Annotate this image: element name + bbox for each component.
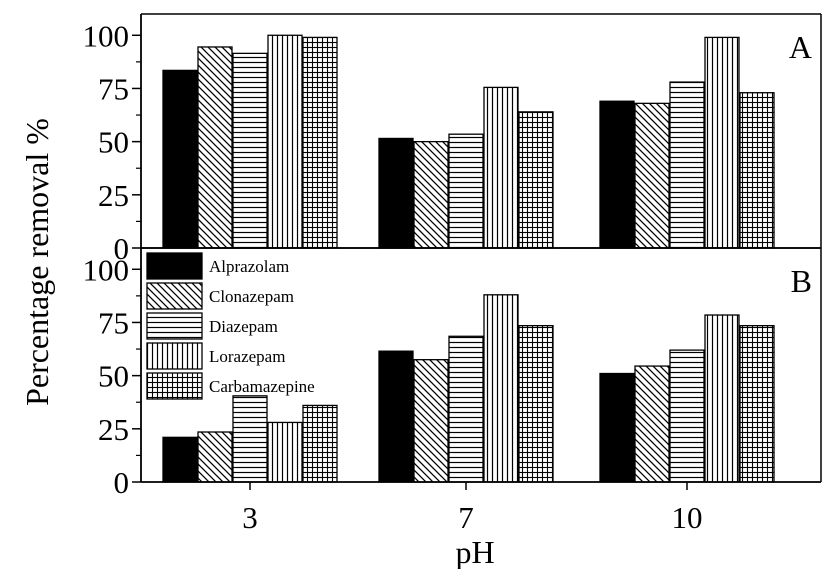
bar-clonazepam-ph-7-panel-a xyxy=(413,140,449,249)
bar-carbamazepine-ph-7-panel-b xyxy=(518,324,554,483)
bar-clonazepam-ph-3-panel-a xyxy=(197,46,233,249)
legend-label: Carbamazepine xyxy=(209,377,315,396)
legend-swatch xyxy=(146,282,203,310)
bar-alprazolam-ph-3-panel-a xyxy=(162,69,198,249)
panels-layer: 0 25 50 75 100 A 0 25 50 75 100 B 3 7 10 xyxy=(83,13,822,535)
bar-clonazepam-ph-10-panel-b xyxy=(634,365,670,483)
bar-alprazolam-ph-7-panel-b xyxy=(378,350,414,483)
y-tick-label: 0 xyxy=(114,231,130,266)
bar-clonazepam-ph-3-panel-b xyxy=(197,431,233,483)
bar-alprazolam-ph-3-panel-b xyxy=(162,436,198,483)
y-tick-label: 0 xyxy=(114,465,130,500)
bar-lorazepam-ph-3-panel-b xyxy=(267,421,303,483)
bar-carbamazepine-ph-3-panel-a xyxy=(302,36,338,249)
y-tick-label: 75 xyxy=(98,305,129,340)
legend-item-alprazolam: Alprazolam xyxy=(146,252,289,280)
bar-lorazepam-ph-3-panel-a xyxy=(267,34,303,249)
bar-diazepam-ph-7-panel-a xyxy=(448,133,484,249)
bar-carbamazepine-ph-10-panel-a xyxy=(739,92,775,249)
bar-clonazepam-ph-7-panel-b xyxy=(413,359,449,483)
y-tick-label: 50 xyxy=(98,125,129,160)
legend-swatch xyxy=(146,312,203,340)
legend: Alprazolam Clonazepam Diazepam Lorazepam Car… xyxy=(146,252,315,400)
bar-carbamazepine-ph-7-panel-a xyxy=(518,111,554,249)
y-tick-label: 75 xyxy=(98,71,129,106)
y-tick-label: 100 xyxy=(83,18,130,53)
x-tick-label: 3 xyxy=(242,500,258,535)
bar-lorazepam-ph-10-panel-b xyxy=(704,314,740,483)
y-tick-label: 50 xyxy=(98,359,129,394)
bar-diazepam-ph-10-panel-b xyxy=(669,349,705,483)
panel-a: 0 25 50 75 100 A xyxy=(83,13,822,266)
legend-swatch xyxy=(146,252,203,280)
legend-swatch xyxy=(146,342,203,370)
legend-item-carbamazepine: Carbamazepine xyxy=(146,372,315,400)
bar-diazepam-ph-10-panel-a xyxy=(669,81,705,249)
legend-item-lorazepam: Lorazepam xyxy=(146,342,285,370)
x-tick-label: 10 xyxy=(672,500,703,535)
x-axis-title: pH xyxy=(455,534,494,569)
bar-lorazepam-ph-10-panel-a xyxy=(704,36,740,249)
y-tick-label: 25 xyxy=(98,412,129,447)
bar-lorazepam-ph-7-panel-b xyxy=(483,294,519,483)
y-axis-title: Percentage removal % xyxy=(19,118,55,406)
y-tick-label: 100 xyxy=(83,252,130,287)
legend-label: Diazepam xyxy=(209,317,278,336)
bar-carbamazepine-ph-3-panel-b xyxy=(302,404,338,483)
legend-item-clonazepam: Clonazepam xyxy=(146,282,294,310)
bar-alprazolam-ph-10-panel-a xyxy=(599,100,635,249)
bar-diazepam-ph-3-panel-b xyxy=(232,395,268,483)
panel-label: A xyxy=(789,29,812,65)
legend-label: Lorazepam xyxy=(209,347,285,366)
bar-clonazepam-ph-10-panel-a xyxy=(634,102,670,249)
legend-label: Clonazepam xyxy=(209,287,294,306)
bar-lorazepam-ph-7-panel-a xyxy=(483,86,519,249)
legend-swatch xyxy=(146,372,203,400)
panel-b: 0 25 50 75 100 B xyxy=(83,247,822,500)
legend-label: Alprazolam xyxy=(209,257,289,276)
bar-alprazolam-ph-7-panel-a xyxy=(378,137,414,249)
legend-item-diazepam: Diazepam xyxy=(146,312,278,340)
panel-label: B xyxy=(791,263,812,299)
bar-alprazolam-ph-10-panel-b xyxy=(599,372,635,483)
bar-diazepam-ph-3-panel-a xyxy=(232,52,268,249)
x-tick-label: 7 xyxy=(458,500,474,535)
bar-carbamazepine-ph-10-panel-b xyxy=(739,324,775,483)
bar-diazepam-ph-7-panel-b xyxy=(448,335,484,483)
y-tick-label: 25 xyxy=(98,178,129,213)
